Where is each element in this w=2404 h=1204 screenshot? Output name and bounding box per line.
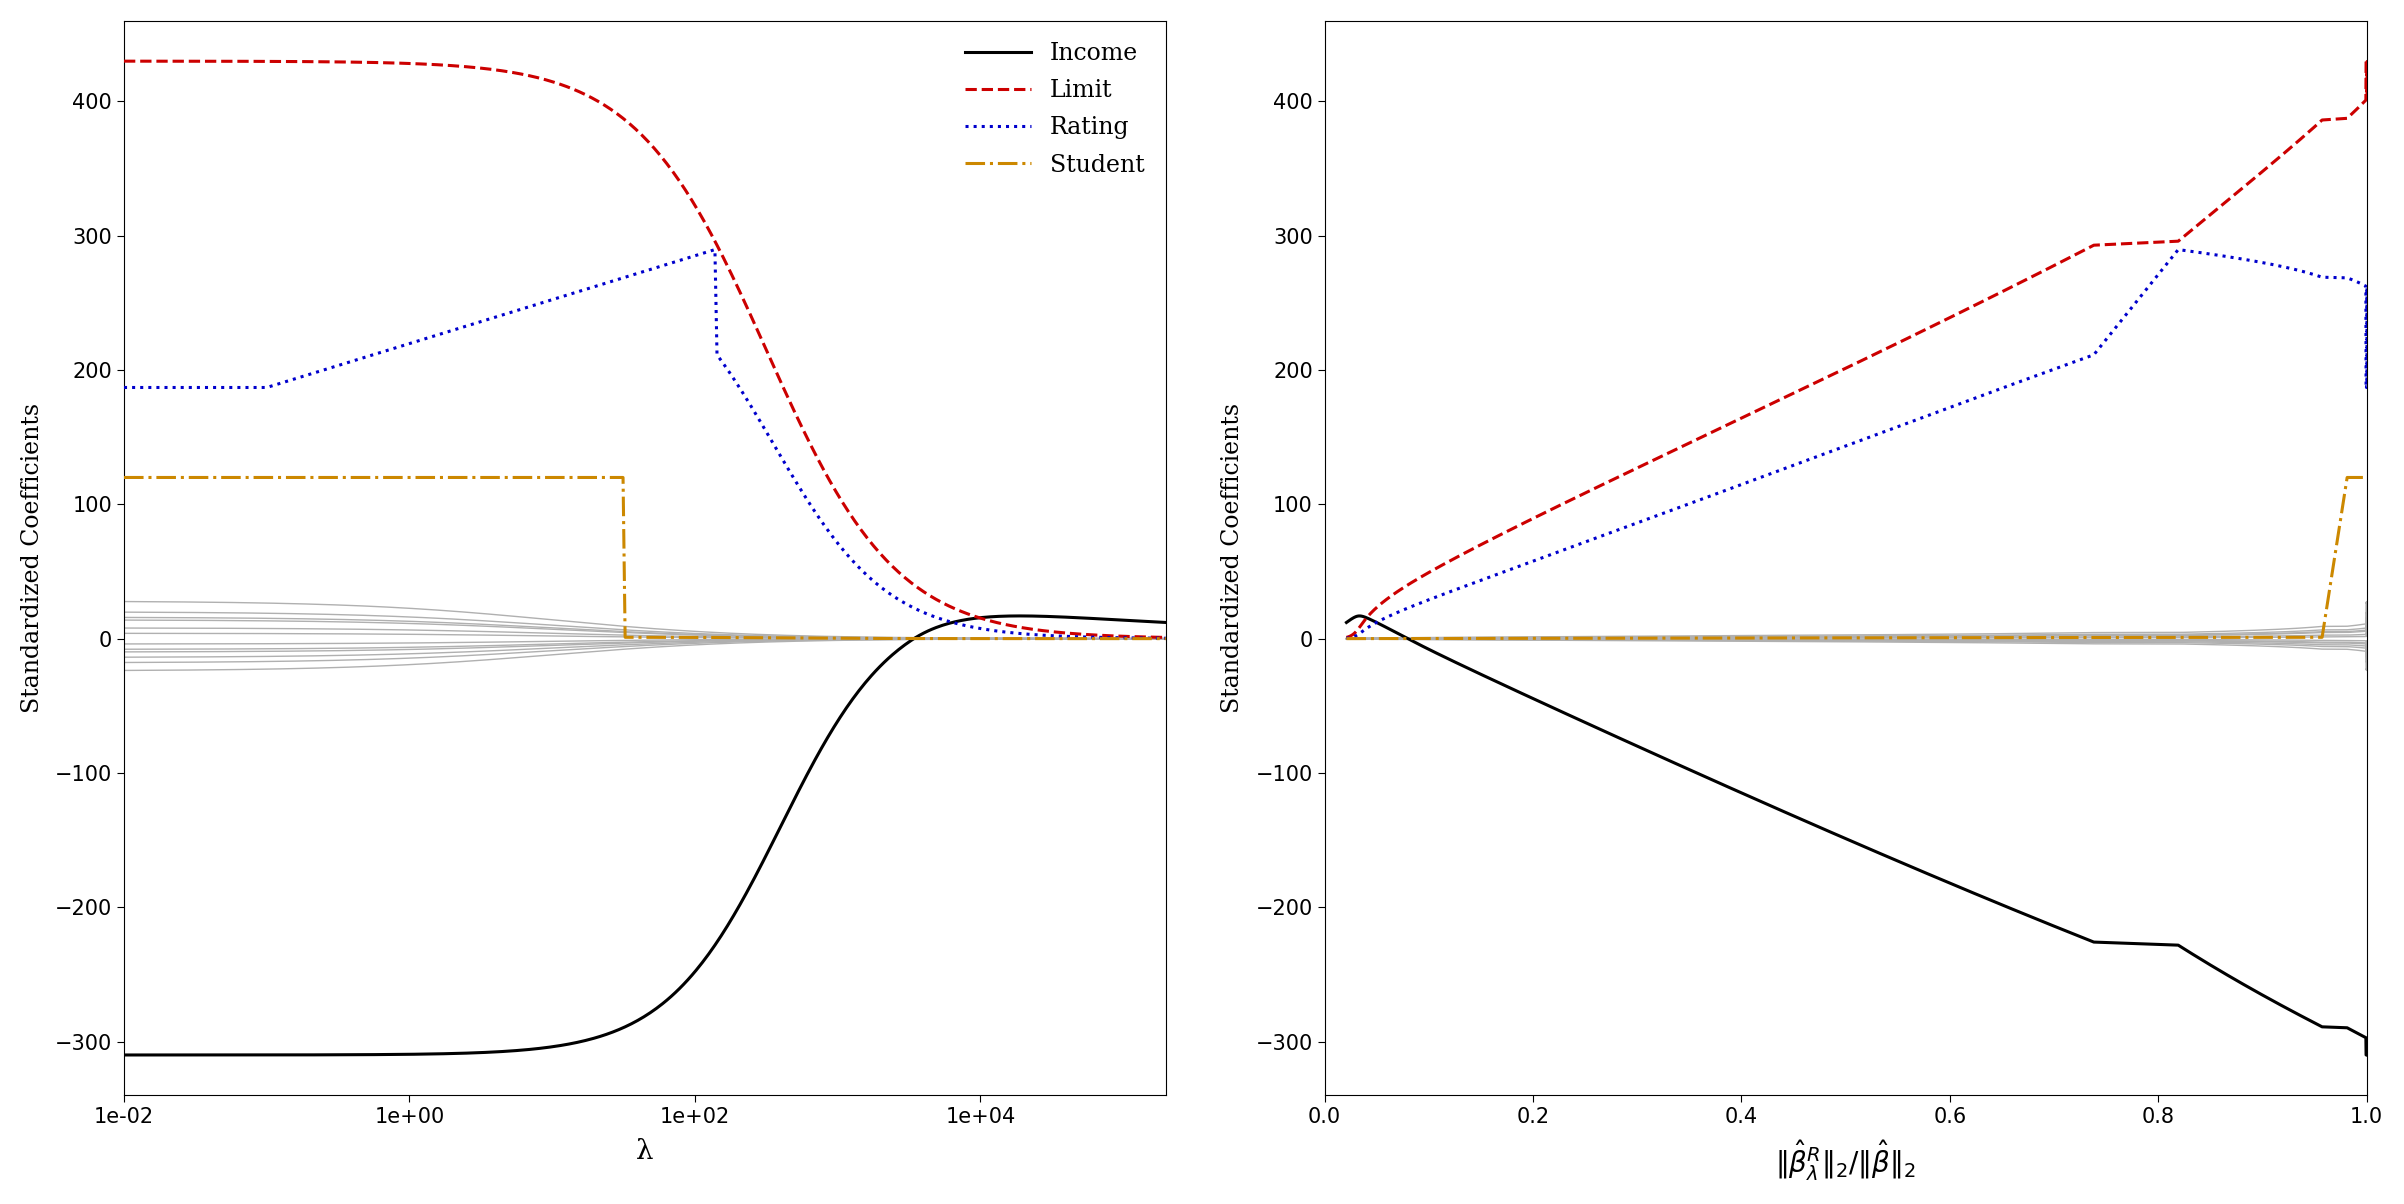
Rating [1127,631,1156,645]
Rating [111,380,139,395]
Limit [611,113,639,128]
Limit [1127,630,1156,644]
Student [731,631,760,645]
Legend: Income, Limit, Rating, Student: Income, Limit, Rating, Student [954,33,1154,187]
Income [611,1020,639,1034]
Student [611,630,639,644]
Income [673,973,702,987]
Student [964,631,993,645]
Income [111,1047,139,1062]
Limit [111,54,139,69]
Student [1152,631,1180,645]
Income [731,890,760,904]
Income [964,610,993,625]
Rating [700,242,728,256]
Rating [966,621,995,636]
Line: Limit: Limit [125,61,1166,637]
Income [603,1022,632,1037]
Rating [731,391,760,406]
Income [1127,614,1156,628]
Rating [611,270,639,284]
Student [1127,631,1156,645]
Rating [673,250,702,265]
Limit [603,108,632,123]
Y-axis label: Standardized Coefficients: Standardized Coefficients [22,403,43,713]
Limit [673,187,702,201]
Limit [731,294,760,308]
Limit [964,610,993,625]
Rating [1152,631,1180,645]
Line: Rating: Rating [125,249,1166,638]
Student [673,630,702,644]
Line: Income: Income [125,616,1166,1055]
Student [111,471,139,485]
Limit [1152,630,1180,644]
Y-axis label: Standardized Coefficients: Standardized Coefficients [1221,403,1245,713]
Line: Student: Student [125,478,1166,638]
X-axis label: $\|\hat{\beta}_{\lambda}^{R}\|_2/\|\hat{\beta}\|_2$: $\|\hat{\beta}_{\lambda}^{R}\|_2/\|\hat{… [1774,1138,1916,1184]
X-axis label: λ: λ [637,1138,654,1165]
Student [603,471,632,485]
Income [1005,609,1034,624]
Income [1152,615,1180,630]
Rating [603,272,632,287]
